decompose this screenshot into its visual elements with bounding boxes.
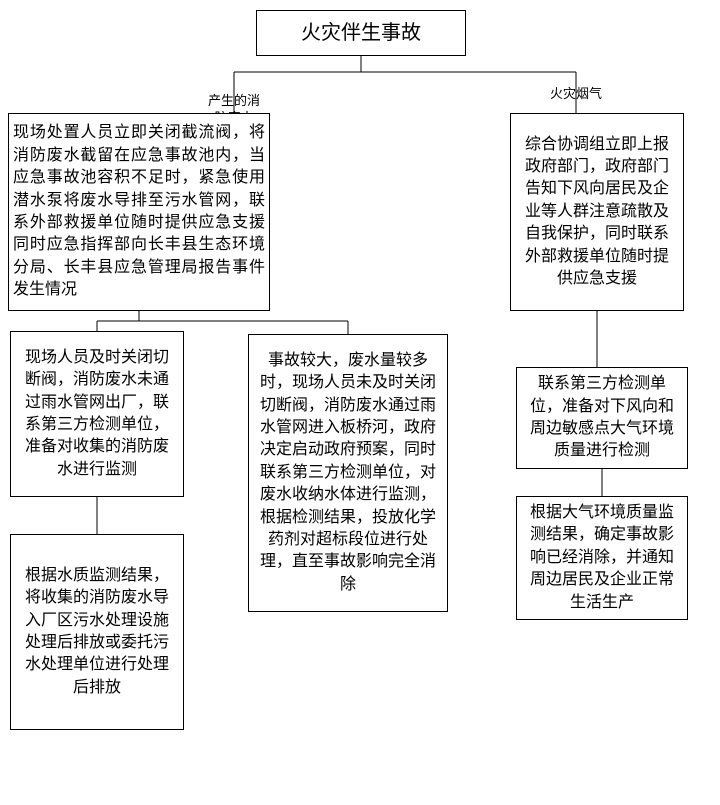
center-text: 事故较大，废水量较多时，现场人员未及时关闭切断阀，消防废水通过雨水管网进入板桥河… (257, 350, 439, 596)
right-3-box: 根据大气环境质量监测结果，确定事故影响已经消除，并通知周边居民及企业正常生活生产 (516, 496, 688, 620)
right-2-box: 联系第三方检测单位，准备对下风向和周边敏感点大气环境质量进行检测 (516, 367, 688, 469)
right-1-box: 综合协调组立即上报政府部门，政府部门告知下风向居民及企业等人群注意疏散及自我保护… (510, 113, 684, 311)
center-box: 事故较大，废水量较多时，现场人员未及时关闭切断阀，消防废水通过雨水管网进入板桥河… (248, 334, 448, 612)
right-2-text: 联系第三方检测单位，准备对下风向和周边敏感点大气环境质量进行检测 (523, 373, 681, 463)
left-top-box: 现场处置人员立即关闭截流阀，将消防废水截留在应急事故池内，当应急事故池容积不足时… (8, 113, 270, 311)
left-bot-box: 根据水质监测结果，将收集的消防废水导入厂区污水处理设施处理后排放或委托污水处理单… (10, 534, 184, 730)
left-mid-box: 现场人员及时关闭切断阀，消防废水未通过雨水管网出厂，联系第三方检测单位，准备对收… (10, 331, 184, 497)
right-3-text: 根据大气环境质量监测结果，确定事故影响已经消除，并通知周边居民及企业正常生活生产 (523, 502, 681, 614)
branch-label-right: 火灾烟气 (536, 86, 616, 103)
right-1-text: 综合协调组立即上报政府部门，政府部门告知下风向居民及企业等人群注意疏散及自我保护… (519, 134, 675, 291)
left-mid-text: 现场人员及时关闭切断阀，消防废水未通过雨水管网出厂，联系第三方检测单位，准备对收… (19, 347, 175, 481)
root-box: 火灾伴生事故 (256, 10, 466, 56)
left-top-text: 现场处置人员立即关闭截流阀，将消防废水截留在应急事故池内，当应急事故池容积不足时… (13, 122, 265, 301)
branch-label-right-text: 火灾烟气 (550, 86, 602, 101)
left-bot-text: 根据水质监测结果，将收集的消防废水导入厂区污水处理设施处理后排放或委托污水处理单… (21, 565, 173, 699)
root-text: 火灾伴生事故 (301, 19, 421, 47)
